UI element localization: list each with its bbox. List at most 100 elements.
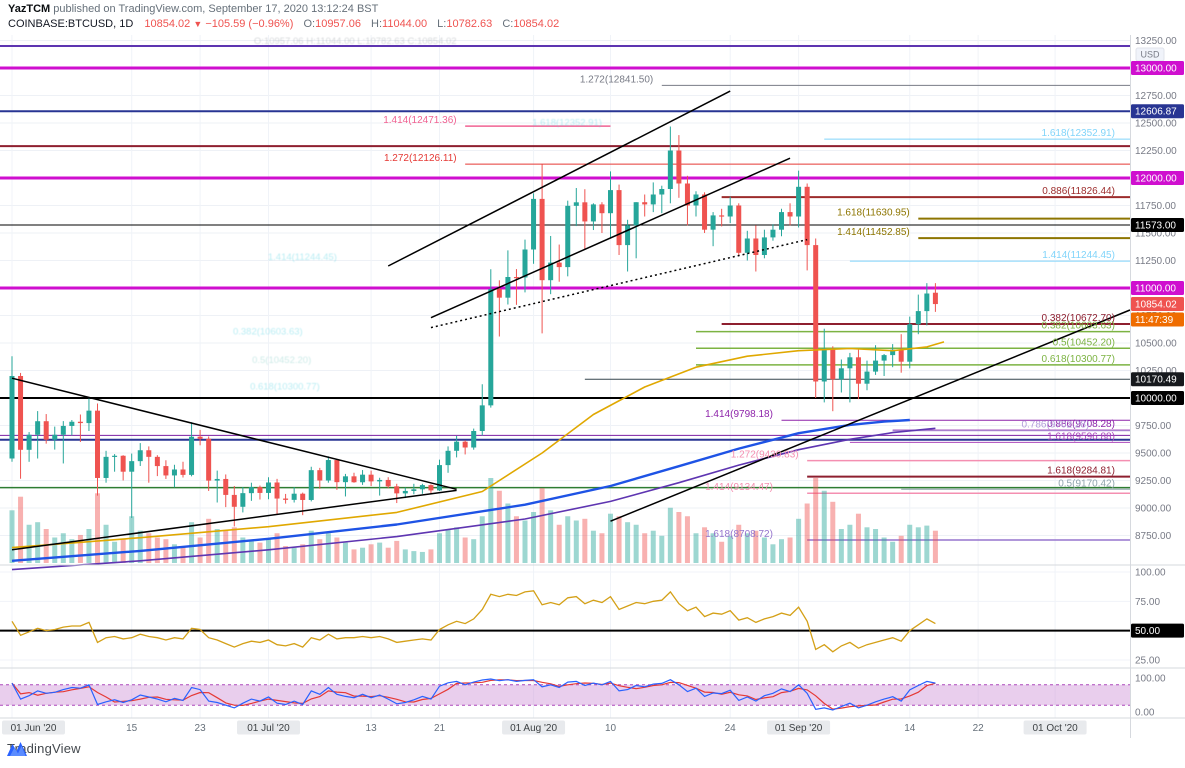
svg-text:1.414(11244.45): 1.414(11244.45) bbox=[1042, 250, 1115, 261]
svg-text:1.618(12352.91): 1.618(12352.91) bbox=[532, 117, 602, 128]
svg-text:0.786(9702.28): 0.786(9702.28) bbox=[1021, 420, 1089, 431]
svg-text:9750.00: 9750.00 bbox=[1135, 421, 1172, 432]
rsi-pane bbox=[0, 590, 1130, 653]
price-badge bbox=[1131, 391, 1184, 405]
stoch-pane bbox=[0, 678, 1130, 711]
svg-text:1.414(9134.47): 1.414(9134.47) bbox=[705, 482, 773, 493]
open-label: O: bbox=[303, 18, 316, 30]
rising-support bbox=[610, 309, 1131, 522]
low-value: 10782.63 bbox=[446, 18, 493, 30]
svg-text:01 Oct '20: 01 Oct '20 bbox=[1032, 723, 1078, 734]
fib-labels-layer: 1.272(12841.50) 1.414(12471.36) 1.618(1235… bbox=[233, 36, 1115, 540]
price-axis[interactable]: 13250.00 13000.00 12750.00 12500.00 12250.00… bbox=[1131, 36, 1184, 719]
svg-text:11573.00: 11573.00 bbox=[1135, 220, 1176, 231]
symbol-line: COINBASE:BTCUSD, 1D 10854.02 ▼ −105.59 (… bbox=[8, 17, 559, 32]
svg-text:11000.00: 11000.00 bbox=[1135, 284, 1176, 295]
svg-text:1.272(12841.50): 1.272(12841.50) bbox=[580, 74, 653, 85]
close-value: 10854.02 bbox=[513, 18, 560, 30]
svg-text:01 Jun '20: 01 Jun '20 bbox=[11, 723, 57, 734]
svg-text:12000.00: 12000.00 bbox=[1135, 174, 1177, 185]
ma-blue bbox=[11, 418, 910, 562]
price-badge bbox=[1131, 217, 1184, 232]
svg-text:10250.00: 10250.00 bbox=[1135, 366, 1177, 377]
triangle-upper bbox=[11, 377, 457, 491]
pane-separators bbox=[0, 35, 1185, 738]
svg-text:1.414(11452.85): 1.414(11452.85) bbox=[837, 227, 910, 238]
svg-text:14: 14 bbox=[904, 723, 916, 734]
svg-text:12750.00: 12750.00 bbox=[1135, 91, 1177, 102]
stoch-d-line bbox=[11, 679, 936, 710]
svg-text:0.5(9170.42): 0.5(9170.42) bbox=[1058, 478, 1115, 489]
svg-text:11750.00: 11750.00 bbox=[1135, 201, 1176, 212]
publisher-name[interactable]: YazTCM bbox=[8, 3, 51, 15]
rsi-level-badge bbox=[1131, 623, 1184, 638]
svg-text:0.382(10672.70): 0.382(10672.70) bbox=[1042, 313, 1115, 324]
svg-text:1.272(12126.11): 1.272(12126.11) bbox=[384, 153, 457, 164]
tradingview-logo-icon bbox=[7, 742, 27, 756]
svg-text:11:47:39: 11:47:39 bbox=[1135, 315, 1174, 326]
svg-text:1.414(11244.45): 1.414(11244.45) bbox=[268, 252, 337, 263]
last-price: 10854.02 bbox=[144, 18, 191, 30]
svg-text:0.382(10603.63): 0.382(10603.63) bbox=[1042, 321, 1115, 332]
svg-text:1.414(9798.18): 1.414(9798.18) bbox=[705, 409, 773, 420]
price-badge bbox=[1131, 171, 1184, 185]
svg-text:1.618(9596.88): 1.618(9596.88) bbox=[1047, 431, 1115, 442]
svg-text:13000.00: 13000.00 bbox=[1135, 64, 1177, 75]
time-scale-drag-area[interactable] bbox=[0, 718, 1130, 738]
svg-text:15: 15 bbox=[126, 723, 138, 734]
svg-text:1.618(11630.95): 1.618(11630.95) bbox=[837, 208, 910, 219]
price-badge bbox=[1131, 281, 1184, 295]
triangle-lower bbox=[11, 489, 457, 551]
svg-text:22: 22 bbox=[973, 723, 985, 734]
svg-text:01 Jul '20: 01 Jul '20 bbox=[247, 723, 290, 734]
price-badge bbox=[1131, 297, 1184, 312]
high-label: H: bbox=[371, 18, 383, 30]
svg-text:01 Sep '20: 01 Sep '20 bbox=[775, 723, 823, 734]
svg-text:10854.02: 10854.02 bbox=[1135, 300, 1177, 311]
svg-text:O:10957.06 H:11044.00 L:10782.: O:10957.06 H:11044.00 L:10782.63 C:10854… bbox=[254, 36, 457, 47]
svg-text:12500.00: 12500.00 bbox=[1135, 119, 1177, 130]
time-axis[interactable]: 01 Jun '20 15 23 01 Jul '20 13 21 01 Aug '20 10… bbox=[2, 720, 1087, 735]
svg-text:0.886(11826.44): 0.886(11826.44) bbox=[1042, 186, 1115, 197]
svg-text:10500.00: 10500.00 bbox=[1135, 339, 1177, 350]
svg-text:0.886(9708.28): 0.886(9708.28) bbox=[1047, 419, 1115, 430]
svg-text:10170.49: 10170.49 bbox=[1135, 375, 1177, 386]
price-scale-drag-area[interactable] bbox=[1130, 35, 1185, 718]
publish-line: YazTCM published on TradingView.com, Sep… bbox=[8, 2, 559, 17]
down-arrow-icon: ▼ bbox=[193, 19, 203, 29]
price-badge bbox=[1131, 104, 1184, 119]
tradingview-logo[interactable]: TradingView bbox=[7, 741, 81, 756]
svg-text:9250.00: 9250.00 bbox=[1135, 476, 1172, 487]
open-value: 10957.06 bbox=[315, 18, 361, 30]
svg-text:1.618(9284.81): 1.618(9284.81) bbox=[1047, 466, 1115, 477]
svg-text:100.00: 100.00 bbox=[1135, 568, 1166, 579]
tradingview-wordmark: TradingView bbox=[7, 741, 81, 756]
svg-text:9500.00: 9500.00 bbox=[1135, 449, 1172, 460]
ma-yellow bbox=[11, 341, 945, 549]
publish-info: published on TradingView.com, September … bbox=[50, 3, 379, 15]
svg-text:1.618(8708.72): 1.618(8708.72) bbox=[705, 529, 773, 540]
svg-text:10: 10 bbox=[605, 723, 617, 734]
countdown-badge bbox=[1131, 312, 1184, 327]
svg-text:24: 24 bbox=[725, 723, 737, 734]
low-label: L: bbox=[437, 18, 447, 30]
svg-text:0.618(10300.77): 0.618(10300.77) bbox=[1042, 354, 1115, 365]
svg-text:75.00: 75.00 bbox=[1135, 597, 1160, 608]
ma-purple bbox=[11, 427, 936, 571]
price-badge bbox=[1131, 61, 1184, 75]
svg-text:0.618(10300.77): 0.618(10300.77) bbox=[250, 381, 320, 392]
svg-text:0.5(10452.20): 0.5(10452.20) bbox=[1053, 337, 1115, 348]
close-label: C: bbox=[502, 18, 514, 30]
stoch-k-line bbox=[11, 678, 936, 711]
horizontal-lines-layer bbox=[0, 45, 1130, 489]
dotted-trend bbox=[430, 238, 808, 329]
svg-text:25.00: 25.00 bbox=[1135, 655, 1160, 666]
svg-text:1.272(9430.83): 1.272(9430.83) bbox=[731, 450, 799, 461]
symbol-label[interactable]: COINBASE:BTCUSD, 1D bbox=[8, 18, 134, 30]
svg-text:12250.00: 12250.00 bbox=[1135, 146, 1177, 157]
channel-upper bbox=[387, 90, 731, 267]
candles-layer bbox=[9, 126, 938, 527]
svg-text:21: 21 bbox=[434, 723, 446, 734]
